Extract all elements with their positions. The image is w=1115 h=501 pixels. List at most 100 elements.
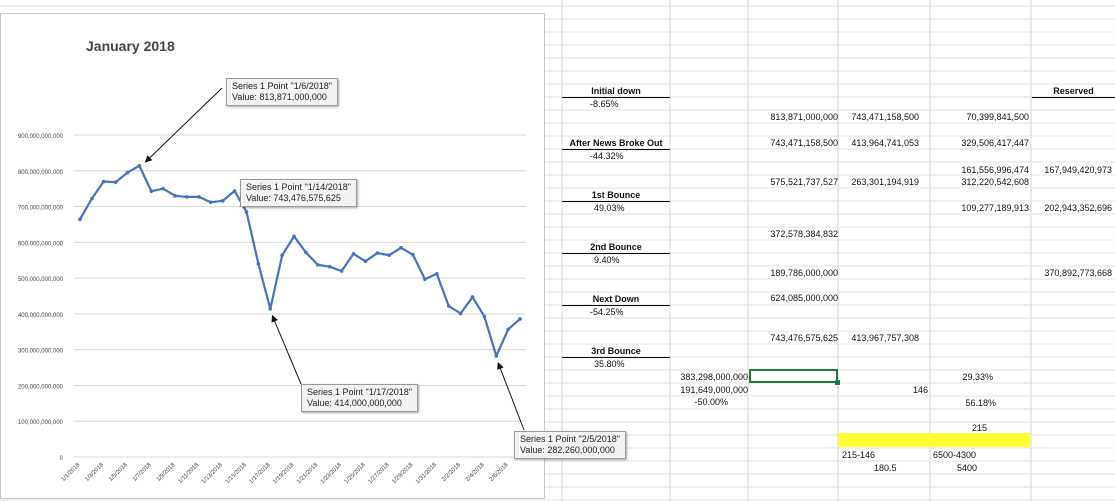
- data-point[interactable]: [375, 251, 380, 255]
- label-next-down[interactable]: Next Down: [592, 294, 640, 304]
- tooltip-line2: Value: 282,260,000,000: [520, 445, 615, 455]
- cell-value[interactable]: 109,277,189,913: [961, 203, 1029, 213]
- label-first-bounce[interactable]: 1st Bounce: [591, 190, 641, 200]
- cell-value[interactable]: 813,871,000,000: [770, 112, 838, 122]
- data-point[interactable]: [101, 179, 106, 184]
- cell-underline: [562, 357, 670, 358]
- fill-handle[interactable]: [835, 380, 840, 385]
- data-point[interactable]: [411, 253, 415, 257]
- cell-value[interactable]: 215-146: [842, 450, 876, 460]
- cell-value[interactable]: 370,892,773,668: [1044, 268, 1112, 278]
- data-point[interactable]: [90, 196, 94, 201]
- x-tick-label: 1/13/2018: [201, 462, 225, 486]
- value-third-bounce[interactable]: 35.80%: [594, 359, 625, 369]
- data-point[interactable]: [458, 311, 463, 316]
- cell-value[interactable]: 383,298,000,000: [680, 372, 748, 382]
- data-point[interactable]: [232, 189, 237, 193]
- highlighted-cells[interactable]: [838, 433, 1030, 447]
- cell-underline: [562, 253, 670, 254]
- value-initial-down[interactable]: -8.65%: [590, 99, 619, 109]
- data-point[interactable]: [316, 263, 320, 267]
- data-point[interactable]: [78, 217, 82, 222]
- cell-value[interactable]: 215: [971, 423, 987, 433]
- cell-value[interactable]: 56.18%: [965, 398, 996, 408]
- data-point[interactable]: [327, 264, 332, 269]
- data-point[interactable]: [351, 251, 356, 256]
- cell-value[interactable]: 70,399,841,500: [966, 112, 1029, 122]
- active-cell-selection[interactable]: [749, 369, 838, 383]
- data-point[interactable]: [304, 250, 308, 255]
- cell-value[interactable]: 263,301,194,919: [851, 177, 919, 187]
- value-next-down[interactable]: -54.25%: [590, 307, 624, 317]
- data-point[interactable]: [185, 195, 189, 199]
- data-point[interactable]: [280, 253, 284, 258]
- cell-value[interactable]: 167,949,420,973: [1044, 165, 1112, 175]
- data-point[interactable]: [208, 200, 213, 205]
- tooltip-line2: Value: 743,476,575,625: [246, 193, 341, 203]
- x-tick-label: 1/31/2018: [415, 462, 439, 486]
- x-tick-label: 2/6/2018: [489, 462, 510, 483]
- data-point[interactable]: [482, 314, 487, 319]
- label-reserved[interactable]: Reserved: [1053, 86, 1094, 96]
- cell-value[interactable]: 6500-4300: [933, 450, 977, 460]
- value-second-bounce[interactable]: 9.40%: [594, 255, 620, 265]
- data-point[interactable]: [494, 354, 499, 358]
- cell-value[interactable]: 312,220,542,608: [961, 177, 1029, 187]
- data-point[interactable]: [339, 269, 344, 273]
- data-point[interactable]: [387, 253, 392, 258]
- value-first-bounce[interactable]: 49.03%: [594, 203, 625, 213]
- label-after-news[interactable]: After News Broke Out: [569, 138, 663, 148]
- data-point[interactable]: [506, 327, 510, 332]
- value-after-news[interactable]: -44.32%: [590, 151, 624, 161]
- cell-value[interactable]: 743,476,575,625: [770, 333, 838, 343]
- data-point[interactable]: [197, 195, 201, 199]
- cell-value[interactable]: 743,471,158,500: [770, 138, 838, 148]
- cell-value[interactable]: 329,506,417,447: [961, 138, 1029, 148]
- cell-value[interactable]: 624,085,000,000: [770, 293, 838, 303]
- cell-value[interactable]: 180.5: [874, 463, 897, 473]
- data-point[interactable]: [268, 307, 273, 311]
- data-point[interactable]: [125, 170, 130, 175]
- annotation-arrow: [144, 87, 223, 163]
- data-point[interactable]: [149, 189, 154, 193]
- data-point[interactable]: [173, 194, 177, 198]
- data-point[interactable]: [113, 180, 118, 185]
- cell-value[interactable]: 372,578,384,832: [770, 229, 838, 239]
- cell-value[interactable]: 191,649,000,000: [680, 385, 748, 395]
- x-tick-label: 1/17/2018: [249, 462, 273, 486]
- data-point[interactable]: [363, 259, 368, 264]
- label-second-bounce[interactable]: 2nd Bounce: [590, 242, 642, 252]
- data-point[interactable]: [244, 210, 249, 214]
- cell-value[interactable]: 5400: [957, 463, 978, 473]
- x-tick-label: 1/3/2018: [84, 462, 105, 483]
- data-point[interactable]: [518, 317, 522, 321]
- cell-value[interactable]: 189,786,000,000: [770, 268, 838, 278]
- line-chart: January 2018 0 100,000,000,000 200,000,000…: [18, 38, 526, 486]
- cell-value[interactable]: 575,521,737,527: [770, 177, 838, 187]
- data-point[interactable]: [137, 164, 142, 168]
- data-point[interactable]: [434, 272, 439, 276]
- cell-value[interactable]: -50.00%: [694, 397, 728, 407]
- x-tick-label: 1/9/2018: [156, 462, 177, 483]
- data-point[interactable]: [256, 262, 261, 266]
- cell-value[interactable]: 161,556,996,474: [961, 165, 1029, 175]
- data-point[interactable]: [399, 245, 403, 250]
- data-point[interactable]: [470, 295, 475, 299]
- x-tick-label: 2/4/2018: [465, 462, 486, 483]
- cell-value[interactable]: 413,964,741,053: [851, 138, 919, 148]
- cell-value[interactable]: 202,943,352,696: [1044, 203, 1112, 213]
- cell-value[interactable]: 413,967,757,308: [851, 333, 919, 343]
- cell-value[interactable]: 29.33%: [962, 372, 993, 382]
- x-tick-label: 1/5/2018: [108, 462, 129, 483]
- data-point[interactable]: [220, 199, 225, 203]
- cell-value[interactable]: 146: [912, 385, 928, 395]
- data-point[interactable]: [423, 277, 427, 281]
- cell-value[interactable]: 743,471,158,500: [851, 112, 919, 122]
- y-tick-label: 0: [60, 456, 64, 462]
- data-point[interactable]: [161, 186, 166, 191]
- data-point[interactable]: [292, 234, 296, 239]
- label-initial-down[interactable]: Initial down: [591, 86, 641, 96]
- y-tick-label: 200,000,000,000: [18, 384, 64, 390]
- data-point[interactable]: [446, 304, 451, 308]
- label-third-bounce[interactable]: 3rd Bounce: [591, 346, 641, 356]
